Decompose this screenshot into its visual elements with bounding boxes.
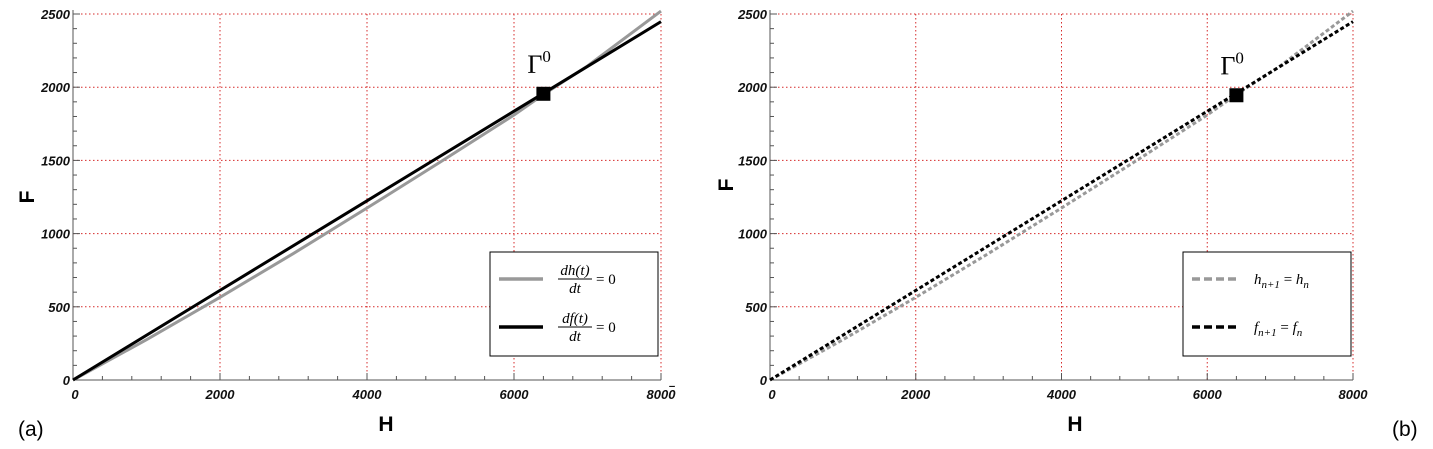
x-axis-label: H	[1067, 413, 1082, 436]
legend-denominator: dt	[569, 281, 582, 297]
panel-label-a: (a)	[18, 418, 44, 441]
x-tick-label: 8000	[1339, 387, 1369, 402]
legend-label: fn+1 = fn	[1254, 320, 1303, 339]
x-tick-label: 0	[768, 387, 776, 402]
series-line-black	[72, 20, 662, 382]
y-tick-label: 1000	[41, 227, 71, 242]
chart-panel-a: 0 2000 4000 6000 8000⁻ 0 500 1000 1500 2000 2500 H F…	[16, 7, 676, 436]
gamma-point-marker	[536, 86, 551, 101]
y-tick-label: 2500	[40, 7, 71, 22]
y-tick-label: 1500	[41, 153, 71, 168]
y-tick-label: 0	[760, 373, 768, 388]
x-tick-label: 6000	[1193, 387, 1223, 402]
legend: hn+1 = hn fn+1 = fn	[1182, 251, 1352, 357]
legend-equation-rhs: = 0	[596, 320, 616, 336]
y-tick-label: 1000	[738, 227, 768, 242]
gamma-label: Γ0	[1220, 48, 1244, 80]
y-tick-label: 500	[745, 300, 767, 315]
legend-box	[489, 251, 659, 357]
y-axis-label: F	[715, 178, 738, 191]
y-tick-label: 2500	[737, 7, 768, 22]
y-tick-label: 0	[63, 373, 71, 388]
legend: dh(t) dt = 0 df(t) dt = 0	[489, 251, 659, 357]
legend-box	[1182, 251, 1352, 357]
y-tick-label: 2000	[737, 80, 768, 95]
x-axis-label: H	[378, 413, 393, 436]
x-axis-end-mark: ⁻	[667, 381, 676, 396]
y-tick-label: 1500	[738, 153, 768, 168]
y-tick-label: 2000	[40, 80, 71, 95]
y-axis-label: F	[16, 190, 39, 203]
x-tick-label: 4000	[1046, 387, 1077, 402]
x-tick-label: 0	[71, 387, 79, 402]
legend-numerator: dh(t)	[560, 263, 589, 279]
legend-label: hn+1 = hn	[1254, 272, 1309, 291]
gamma-label: Γ0	[527, 47, 551, 79]
panel-label-b: (b)	[1392, 418, 1418, 441]
x-tick-label: 8000	[647, 387, 677, 402]
x-tick-label: 2000	[900, 387, 931, 402]
gamma-point-marker	[1229, 88, 1244, 103]
x-tick-label: 2000	[205, 387, 236, 402]
chart-panel-b: 0 2000 4000 6000 8000 0 500 1000 1500 2000 2500 H F Γ…	[715, 7, 1368, 436]
legend-denominator: dt	[569, 329, 582, 345]
y-tick-label: 500	[48, 300, 70, 315]
x-tick-label: 6000	[500, 387, 530, 402]
x-tick-label: 4000	[352, 387, 383, 402]
legend-numerator: df(t)	[562, 311, 588, 327]
legend-equation-rhs: = 0	[596, 272, 616, 288]
